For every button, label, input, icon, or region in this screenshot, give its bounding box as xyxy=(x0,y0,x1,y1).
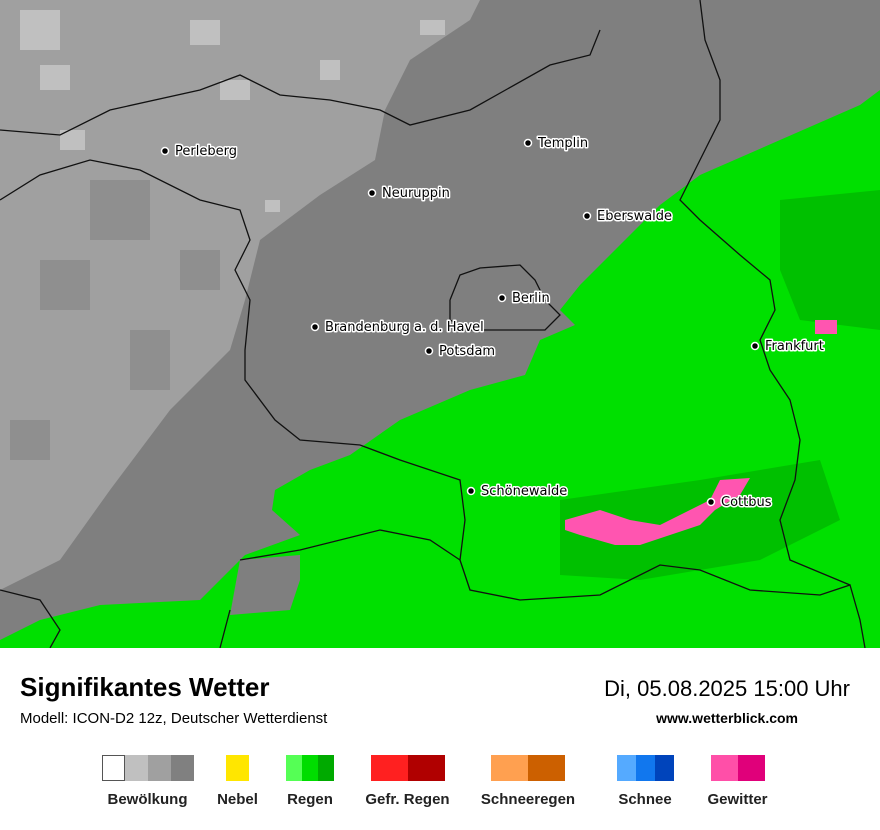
legend-item: Nebel xyxy=(205,755,270,808)
city-dot xyxy=(706,497,716,507)
city-dot xyxy=(466,486,476,496)
city-label: Eberswalde xyxy=(597,209,672,224)
legend-item: Regen xyxy=(275,755,345,808)
legend-item: Schnee xyxy=(600,755,690,808)
legend-item: Bewölkung xyxy=(100,755,195,808)
city-label: Templin xyxy=(537,136,588,151)
city-dot xyxy=(367,188,377,198)
weather-map: Perleberg Neuruppin Templin Eberswalde Berli… xyxy=(0,0,880,648)
legend-label: Schnee xyxy=(618,791,672,808)
legend-label: Gewitter xyxy=(707,791,768,808)
city-label: Cottbus xyxy=(721,495,772,510)
city-dot xyxy=(582,211,592,221)
datetime: Di, 05.08.2025 15:00 Uhr xyxy=(604,676,850,701)
legend-label: Nebel xyxy=(217,791,258,808)
legend-label: Gefr. Regen xyxy=(365,791,450,808)
legend-label: Bewölkung xyxy=(107,791,188,808)
city-label: Frankfurt xyxy=(765,339,824,354)
borders xyxy=(0,0,866,648)
cloud-gap xyxy=(230,555,300,615)
website: www.wetterblick.com xyxy=(656,710,798,726)
city-label: Brandenburg a. d. Havel xyxy=(325,320,484,335)
city-dot xyxy=(497,293,507,303)
city-label: Neuruppin xyxy=(382,186,450,201)
legend-item: Schneeregen xyxy=(468,755,588,808)
thunderstorm xyxy=(565,320,837,545)
city-dot xyxy=(424,346,434,356)
cloud-light xyxy=(20,10,445,212)
city-label: Berlin xyxy=(512,291,550,306)
legend-item: Gewitter xyxy=(695,755,780,808)
legend-label: Regen xyxy=(287,791,333,808)
cloud-medium xyxy=(0,0,480,590)
city-label: Potsdam xyxy=(439,344,495,359)
legend-item: Gefr. Regen xyxy=(355,755,460,808)
subtitle: Modell: ICON-D2 12z, Deutscher Wetterdie… xyxy=(20,710,328,727)
city-label: Perleberg xyxy=(175,144,237,159)
city-dot xyxy=(523,138,533,148)
city-dot xyxy=(750,341,760,351)
cloud-patches xyxy=(10,180,220,460)
legend-label: Schneeregen xyxy=(480,791,576,808)
city-dot xyxy=(160,146,170,156)
city-label: Schönewalde xyxy=(481,484,567,499)
city-dot xyxy=(310,322,320,332)
title: Signifikantes Wetter xyxy=(20,672,270,702)
